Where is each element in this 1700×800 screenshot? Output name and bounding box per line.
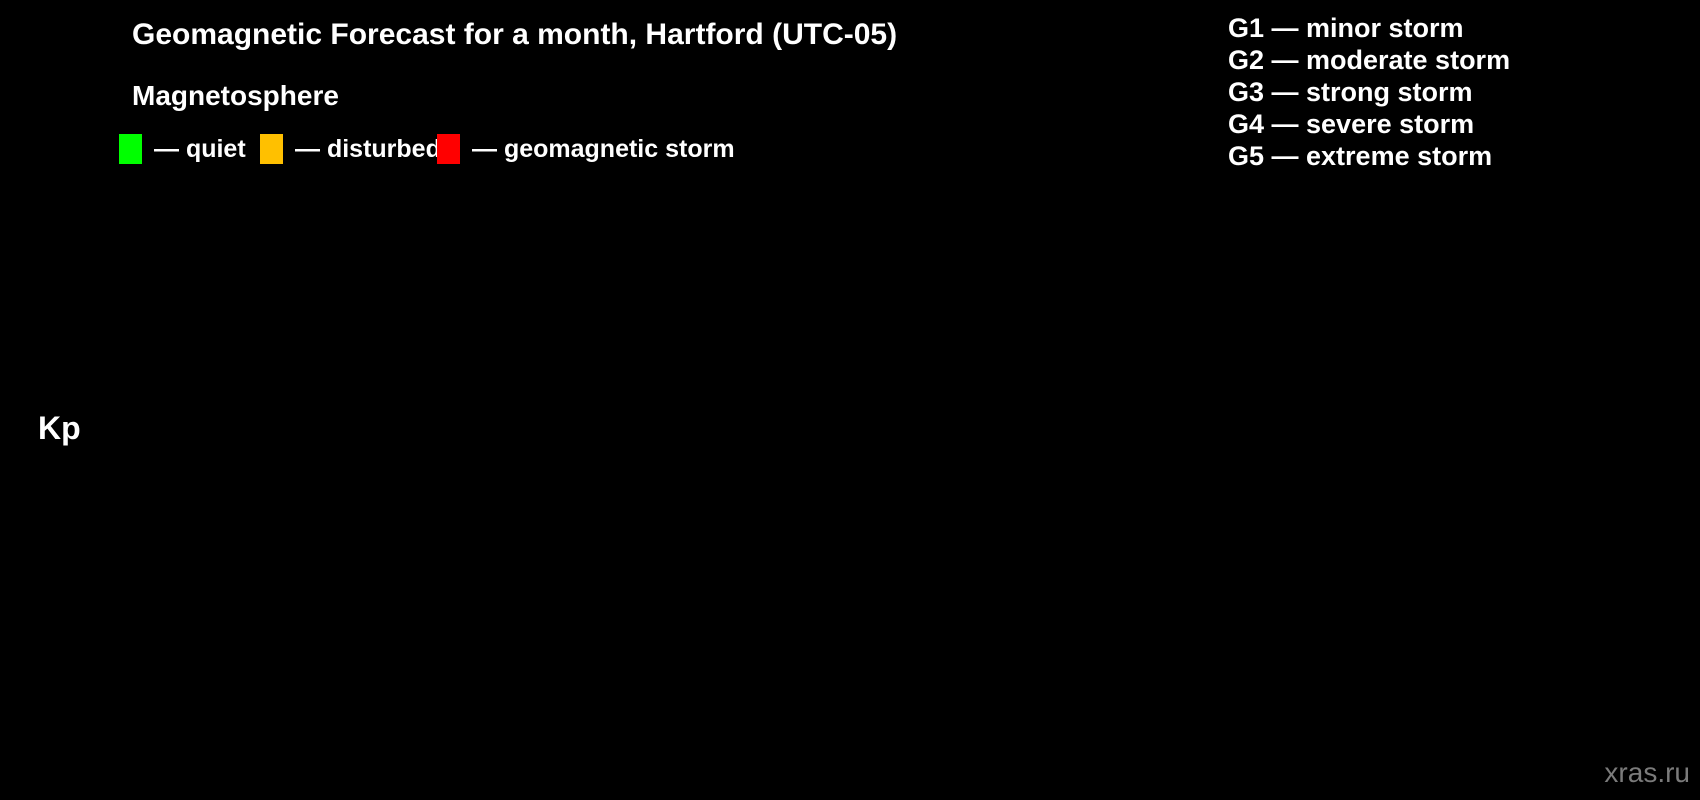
legend-swatch-storm — [437, 134, 460, 164]
legend-item-storm: — geomagnetic storm — [437, 133, 735, 165]
chart-subtitle: Magnetosphere — [132, 80, 339, 111]
legend-item-disturbed: — disturbed — [260, 133, 441, 165]
g-scale-legend: G1 — minor storm G2 — moderate storm G3 — … — [1228, 12, 1510, 172]
chart-title: Geomagnetic Forecast for a month, Hartfo… — [132, 18, 898, 51]
status-legend: — quiet — disturbed — geomagnetic storm — [0, 133, 1100, 165]
g-legend-line: G4 — severe storm — [1228, 109, 1475, 139]
legend-label: — disturbed — [295, 134, 441, 163]
legend-swatch-disturbed — [260, 134, 283, 164]
legend-label: — quiet — [154, 134, 246, 163]
g-legend-line: G2 — moderate storm — [1228, 45, 1511, 75]
legend-item-quiet: — quiet — [119, 133, 246, 165]
y-axis-title: Kp — [38, 410, 81, 446]
g-legend-line: G3 — strong storm — [1228, 77, 1473, 107]
watermark: xras.ru — [1604, 757, 1690, 788]
g-legend-line: G5 — extreme storm — [1228, 141, 1493, 171]
legend-label: — geomagnetic storm — [472, 134, 735, 163]
legend-swatch-quiet — [119, 134, 142, 164]
g-legend-line: G1 — minor storm — [1228, 13, 1464, 43]
